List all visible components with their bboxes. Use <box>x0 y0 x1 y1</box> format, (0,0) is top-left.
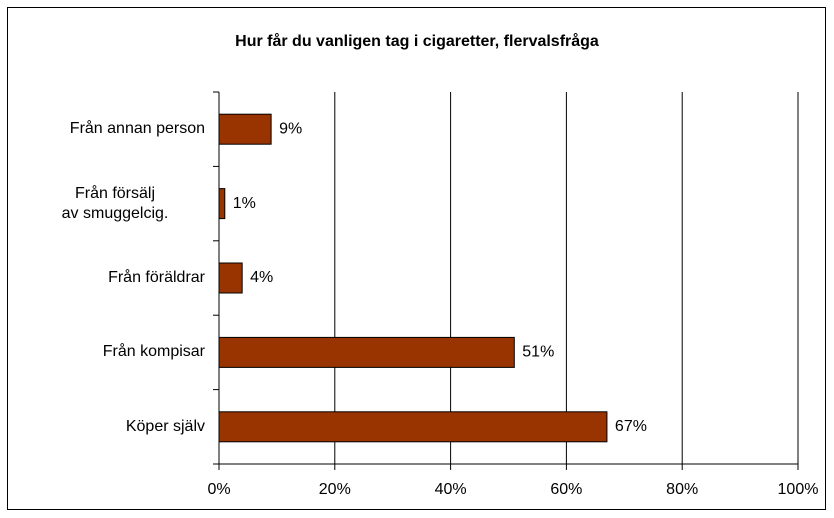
y-tick-label: Från försälj av smuggelcig. <box>61 184 169 222</box>
x-tick-label: 60% <box>550 481 582 498</box>
y-tick-label: Från kompisar <box>102 343 205 361</box>
x-tick-label: 20% <box>319 481 351 498</box>
value-label: 1% <box>233 195 256 212</box>
bar <box>218 336 515 368</box>
x-tick-label: 80% <box>666 481 698 498</box>
y-tick-label-box: Från försälj av smuggelcig. <box>15 184 205 224</box>
bar <box>218 113 272 145</box>
y-tick-label: Från föräldrar <box>108 269 205 286</box>
value-label: 4% <box>250 269 273 286</box>
x-tick-label: 0% <box>207 481 230 498</box>
y-tick-label: Från annan person <box>69 120 205 138</box>
y-tick-label-box: Från kompisar <box>15 342 205 362</box>
bar <box>218 411 608 443</box>
bar <box>218 262 243 294</box>
x-tick-label: 100% <box>778 481 819 498</box>
y-tick-label-box: Köper själv <box>15 417 205 437</box>
x-tick-label: 40% <box>435 481 467 498</box>
value-label: 51% <box>522 344 554 361</box>
bar <box>218 188 226 220</box>
chart-title: Hur får du vanligen tag i cigaretter, fl… <box>235 32 599 50</box>
y-tick-label: Köper själv <box>125 417 205 435</box>
y-tick-label-box: Från annan person <box>15 119 205 139</box>
value-label: 9% <box>279 120 302 137</box>
y-tick-label-box: Från föräldrar <box>15 268 205 288</box>
value-label: 67% <box>615 418 647 435</box>
